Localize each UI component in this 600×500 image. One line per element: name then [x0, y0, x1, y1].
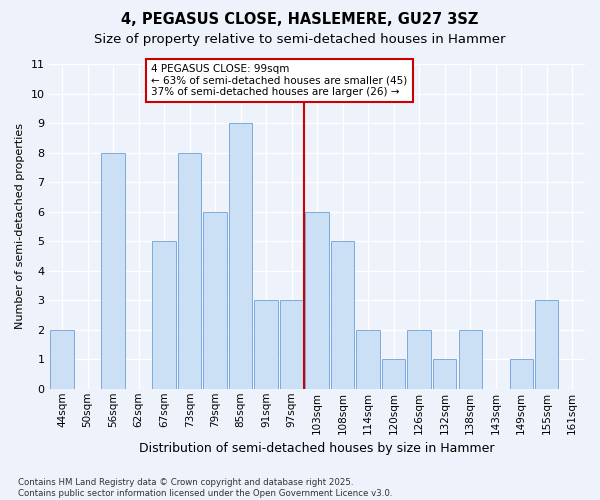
Bar	[535, 300, 559, 389]
Bar	[229, 123, 253, 389]
Bar	[356, 330, 380, 389]
Bar	[152, 241, 176, 389]
Bar	[433, 359, 457, 389]
Text: Contains HM Land Registry data © Crown copyright and database right 2025.
Contai: Contains HM Land Registry data © Crown c…	[18, 478, 392, 498]
Bar	[178, 152, 202, 389]
Text: Size of property relative to semi-detached houses in Hammer: Size of property relative to semi-detach…	[94, 32, 506, 46]
Y-axis label: Number of semi-detached properties: Number of semi-detached properties	[15, 124, 25, 330]
Bar	[50, 330, 74, 389]
Bar	[458, 330, 482, 389]
X-axis label: Distribution of semi-detached houses by size in Hammer: Distribution of semi-detached houses by …	[139, 442, 495, 455]
Text: 4 PEGASUS CLOSE: 99sqm
← 63% of semi-detached houses are smaller (45)
37% of sem: 4 PEGASUS CLOSE: 99sqm ← 63% of semi-det…	[151, 64, 407, 97]
Bar	[280, 300, 304, 389]
Text: 4, PEGASUS CLOSE, HASLEMERE, GU27 3SZ: 4, PEGASUS CLOSE, HASLEMERE, GU27 3SZ	[121, 12, 479, 28]
Bar	[254, 300, 278, 389]
Bar	[331, 241, 355, 389]
Bar	[509, 359, 533, 389]
Bar	[407, 330, 431, 389]
Bar	[382, 359, 406, 389]
Bar	[101, 152, 125, 389]
Bar	[203, 212, 227, 389]
Bar	[305, 212, 329, 389]
